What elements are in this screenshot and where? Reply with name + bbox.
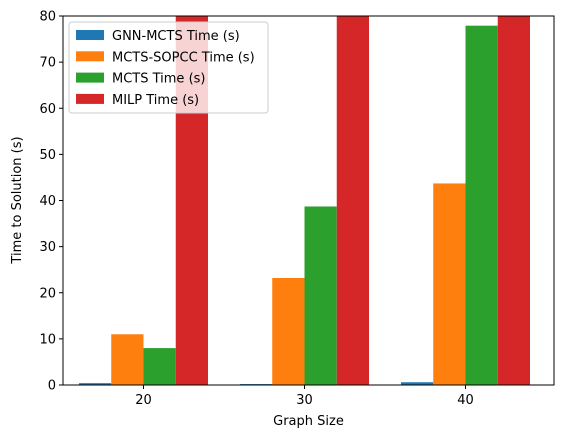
- bar-mcts-time-s-20: [143, 348, 176, 385]
- bar-gnn-mcts-time-s-20: [79, 383, 112, 385]
- bar-mcts-time-s-30: [304, 206, 337, 385]
- y-tick-label: 50: [39, 148, 56, 163]
- legend-swatch: [76, 51, 104, 62]
- bar-milp-time-s-40: [497, 16, 530, 385]
- bar-mcts-sopcc-time-s-40: [433, 183, 466, 385]
- bar-mcts-sopcc-time-s-30: [272, 277, 305, 385]
- legend-entry-label: GNN-MCTS Time (s): [112, 29, 240, 44]
- y-tick-label: 40: [39, 194, 56, 209]
- x-axis-label: Graph Size: [273, 414, 344, 429]
- y-axis: 0 10 20 30 40 50 60 70 80: [39, 10, 63, 394]
- bar-gnn-mcts-time-s-40: [401, 382, 434, 385]
- legend-swatch: [76, 30, 104, 40]
- y-tick-label: 0: [48, 379, 56, 394]
- x-tick-label: 30: [296, 393, 313, 408]
- legend-swatch: [76, 72, 104, 83]
- y-tick-label: 10: [39, 332, 56, 347]
- bars-layer: [79, 16, 530, 385]
- legend: GNN-MCTS Time (s) MCTS-SOPCC Time (s) MCTS…: [68, 21, 269, 114]
- bar-milp-time-s-30: [336, 16, 369, 385]
- y-axis-label: Time to Solution (s): [10, 136, 25, 264]
- legend-frame: [68, 21, 269, 114]
- legend-entry-label: MCTS-SOPCC Time (s): [112, 50, 255, 65]
- x-tick-label: 40: [457, 393, 474, 408]
- y-tick-label: 80: [39, 10, 56, 25]
- y-tick-label: 20: [39, 286, 56, 301]
- x-tick-label: 20: [135, 393, 152, 408]
- bar-mcts-sopcc-time-s-20: [111, 334, 144, 385]
- bar-mcts-time-s-40: [465, 25, 498, 385]
- y-tick-label: 30: [39, 240, 56, 255]
- x-axis: 20 30 40: [135, 385, 474, 408]
- y-tick-label: 70: [39, 56, 56, 71]
- y-tick-label: 60: [39, 102, 56, 117]
- legend-entry-label: MCTS Time (s): [112, 72, 205, 87]
- legend-entry-label: MILP Time (s): [112, 93, 199, 108]
- legend-swatch: [76, 93, 104, 104]
